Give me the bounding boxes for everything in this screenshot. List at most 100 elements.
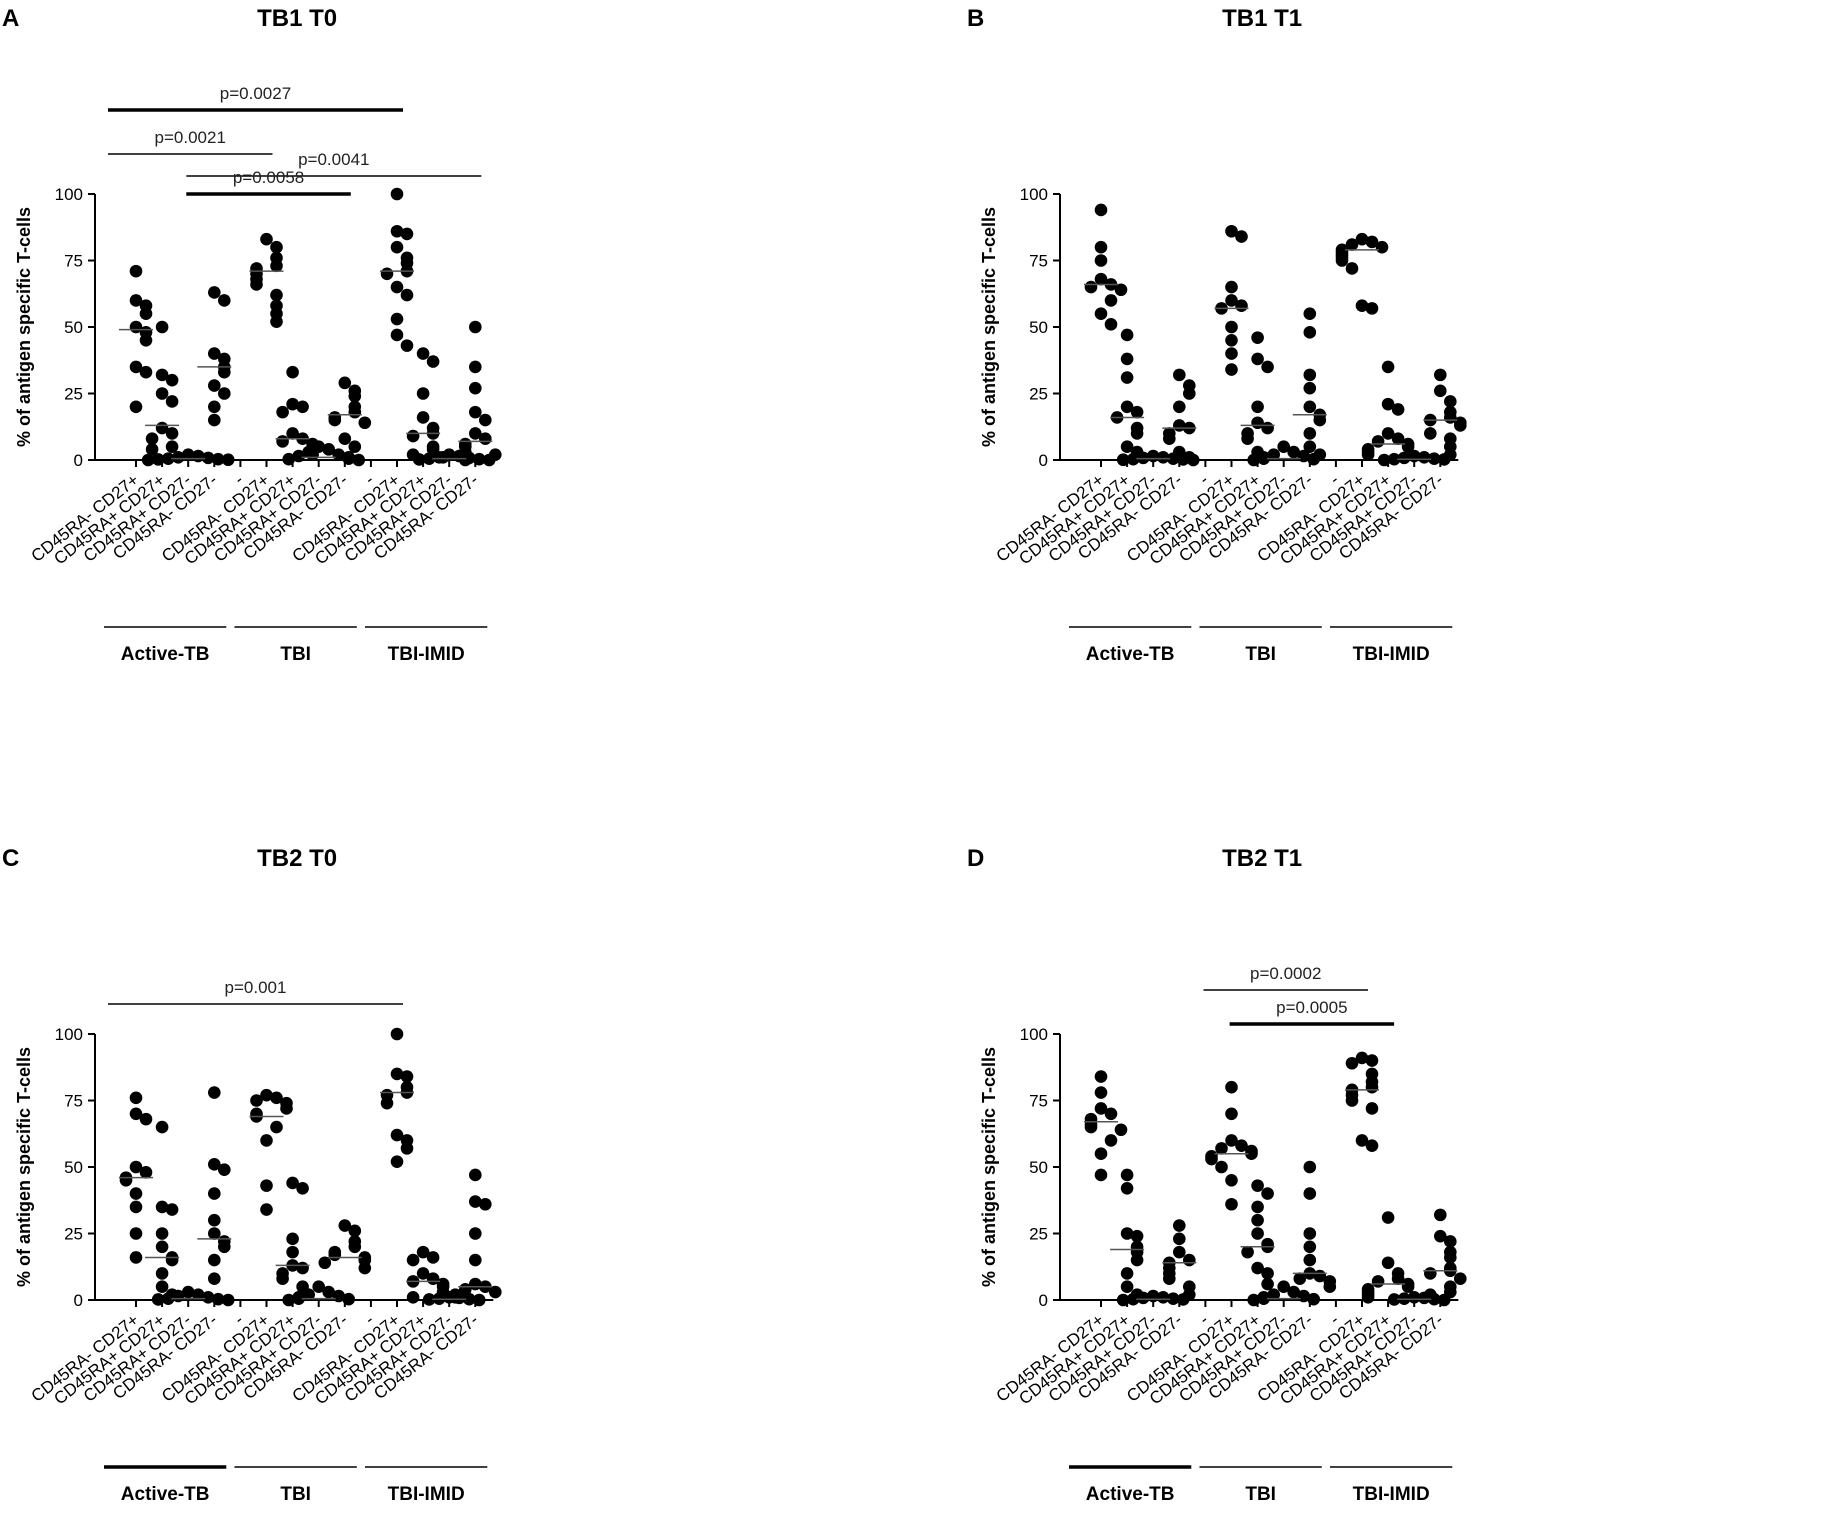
data-point xyxy=(1225,294,1238,307)
data-point xyxy=(472,1293,486,1307)
data-point xyxy=(155,387,169,400)
data-point xyxy=(390,1128,404,1142)
data-point xyxy=(1173,1219,1186,1232)
data-point xyxy=(338,1219,352,1232)
data-point xyxy=(1397,451,1411,465)
data-point xyxy=(1225,334,1238,347)
data-point xyxy=(1104,318,1118,331)
data-point xyxy=(151,453,165,466)
data-point xyxy=(1355,299,1369,313)
data-point xyxy=(280,1102,293,1115)
data-point xyxy=(1377,453,1391,467)
data-point xyxy=(1183,387,1196,400)
panel-letter: A xyxy=(2,5,19,32)
data-point xyxy=(1251,1227,1264,1240)
data-point xyxy=(390,1155,404,1168)
data-point xyxy=(1303,400,1317,414)
y-axis-label: % of antigen specific T-cells xyxy=(14,207,34,447)
data-point xyxy=(1114,283,1128,297)
data-point xyxy=(390,312,404,326)
data-point xyxy=(312,1280,326,1293)
data-point xyxy=(489,448,502,461)
data-point xyxy=(1130,1253,1144,1267)
data-point xyxy=(141,453,155,467)
data-point xyxy=(1225,1197,1238,1211)
data-point xyxy=(1235,299,1248,313)
data-point xyxy=(469,320,482,334)
data-point xyxy=(342,452,356,465)
data-point xyxy=(479,432,492,446)
data-point xyxy=(1120,1280,1134,1293)
data-point xyxy=(1225,363,1238,376)
data-point xyxy=(155,1227,169,1240)
data-point xyxy=(129,360,143,374)
data-point xyxy=(1094,1168,1108,1182)
panel-c: C TB2 T0 0 25 50 75 100 % of antigen specific T… xyxy=(2,845,502,1505)
data-point xyxy=(155,1240,169,1254)
data-point xyxy=(1401,1280,1415,1293)
data-point xyxy=(416,387,430,400)
data-point xyxy=(201,1291,215,1304)
data-point xyxy=(426,1251,440,1264)
group-label: TBI xyxy=(280,1484,311,1505)
data-point xyxy=(1387,1293,1401,1306)
data-point xyxy=(1120,1168,1134,1182)
data-point xyxy=(1371,1275,1385,1288)
data-point xyxy=(1355,1134,1369,1147)
data-point xyxy=(1247,453,1260,467)
data-point xyxy=(1444,1285,1457,1299)
data-point xyxy=(1104,1134,1118,1147)
data-point xyxy=(276,405,289,419)
data-point xyxy=(282,452,296,466)
data-point xyxy=(390,1027,404,1041)
group-label: Active-TB xyxy=(1086,1484,1175,1505)
y-tick-label: 75 xyxy=(64,1092,83,1111)
data-point xyxy=(286,1176,299,1190)
data-point xyxy=(1163,1272,1176,1286)
data-point xyxy=(400,339,414,352)
data-point xyxy=(129,1091,143,1105)
data-point xyxy=(469,1253,482,1267)
data-point xyxy=(1225,1080,1238,1094)
data-point xyxy=(1303,326,1317,339)
data-point xyxy=(348,405,362,419)
data-point xyxy=(416,1245,430,1259)
data-point xyxy=(400,1070,414,1083)
data-point xyxy=(416,1267,430,1280)
data-point xyxy=(1084,280,1098,294)
data-point xyxy=(1361,448,1375,461)
data-point xyxy=(1126,1292,1140,1306)
data-point xyxy=(400,288,414,302)
data-point xyxy=(342,1292,356,1306)
data-point xyxy=(390,280,404,294)
data-point xyxy=(1094,240,1108,254)
data-point xyxy=(260,232,273,246)
data-point xyxy=(1277,440,1290,454)
data-point xyxy=(1241,432,1254,446)
data-point xyxy=(442,448,456,461)
data-point xyxy=(1434,1229,1447,1243)
data-point xyxy=(1225,280,1238,294)
data-point xyxy=(1251,400,1264,414)
data-point xyxy=(412,453,426,466)
data-point xyxy=(286,427,299,440)
data-point xyxy=(1094,307,1108,321)
p-value-label: p=0.0058 xyxy=(233,168,304,187)
data-point xyxy=(462,1292,476,1306)
data-point xyxy=(1365,1102,1379,1115)
data-point xyxy=(1335,254,1349,267)
data-point xyxy=(282,1293,296,1307)
data-point xyxy=(479,1197,492,1211)
data-point xyxy=(129,1160,143,1174)
y-tick-label: 25 xyxy=(64,1225,83,1244)
panel-letter: C xyxy=(2,845,19,872)
group-label: TBI-IMID xyxy=(388,1484,465,1505)
data-point xyxy=(1303,368,1317,382)
data-point xyxy=(358,1261,372,1275)
data-point xyxy=(1424,1288,1437,1301)
data-point xyxy=(1173,400,1186,414)
data-point xyxy=(1215,1160,1228,1174)
data-point xyxy=(1251,1213,1264,1227)
data-point xyxy=(302,445,316,459)
data-point xyxy=(338,432,352,446)
